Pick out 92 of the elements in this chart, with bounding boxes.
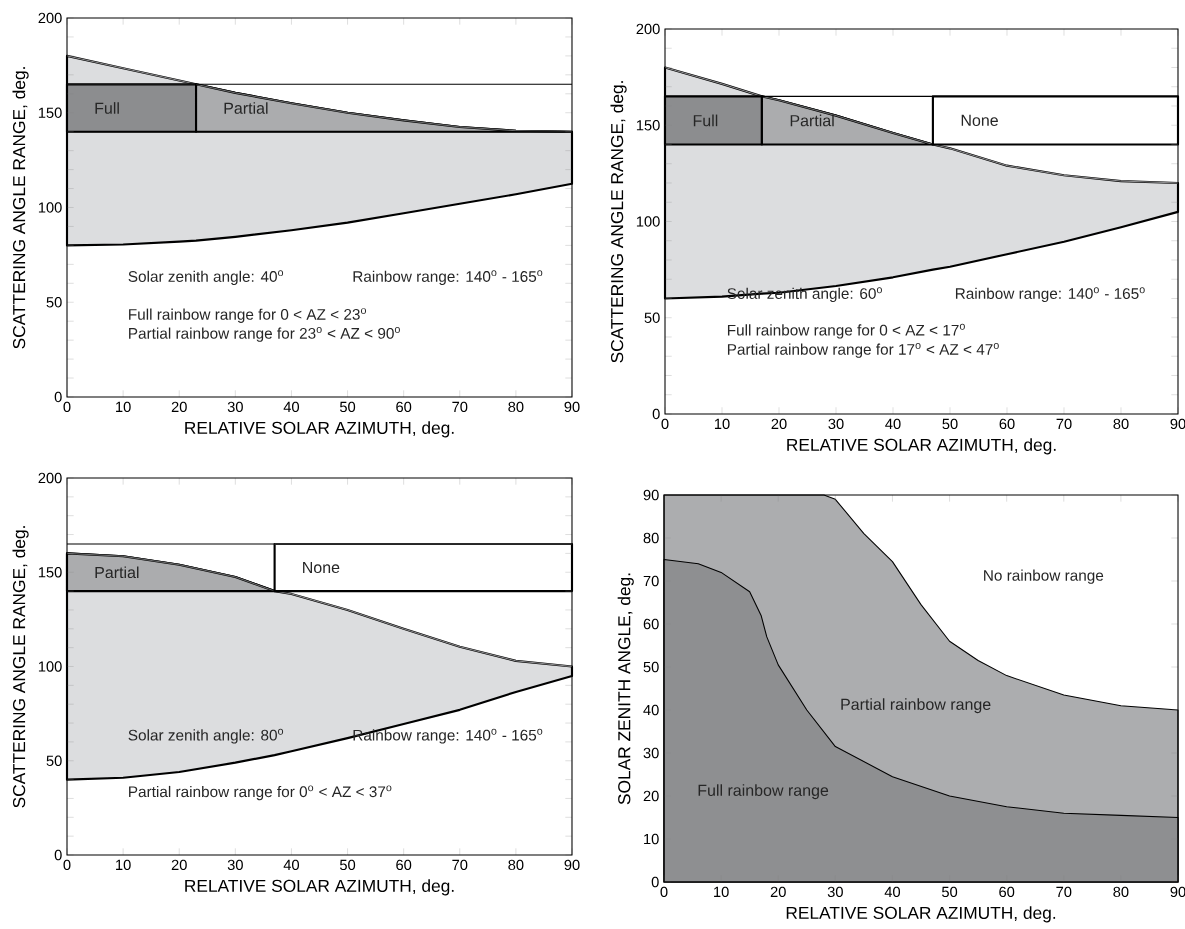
- x-tick-label: 40: [283, 401, 300, 413]
- x-tick-label: 70: [452, 859, 468, 871]
- x-tick-label: 60: [396, 401, 412, 413]
- y-axis-title: SCATTERING ANGLE RANGE, deg.: [610, 81, 627, 363]
- x-tick-label: 50: [941, 886, 958, 898]
- x-tick-label: 50: [339, 859, 356, 871]
- y-tick-label: 200: [38, 472, 62, 484]
- x-tick-label: 30: [227, 401, 243, 413]
- annotation: Full rainbow range for 0 < AZ < 17$^{o}$: [727, 323, 965, 339]
- x-tick-label: 70: [1056, 418, 1072, 430]
- x-tick-label: 40: [283, 859, 300, 871]
- x-tick-label: 10: [116, 859, 131, 871]
- y-tick-label: 150: [636, 120, 660, 131]
- series-label: Full rainbow range: [698, 784, 829, 800]
- annotation: Partial rainbow range for 17$^{o}$ < AZ < 47$^{o}$: [727, 343, 999, 358]
- x-tick-label: 0: [661, 418, 669, 430]
- series-label: Partial: [224, 102, 268, 114]
- y-axis-title: SCATTERING ANGLE RANGE, deg.: [12, 526, 29, 808]
- y-tick-label: 200: [38, 12, 62, 24]
- annotation: Rainbow range: 140$^{o}$ - 165$^{o}$: [955, 287, 1145, 303]
- x-tick-label: 10: [714, 886, 729, 898]
- annotation: Solar zenith angle: 40$^{o}$: [128, 270, 284, 285]
- y-axis-title: SOLAR ZENITH ANGLE, deg.: [617, 573, 634, 805]
- y-tick-label: 0: [54, 391, 62, 403]
- x-tick-label: 40: [884, 886, 901, 898]
- x-axis-title: RELATIVE SOLAR AZIMUTH, deg.: [185, 879, 454, 896]
- x-tick-label: 90: [564, 401, 580, 413]
- x-tick-label: 70: [452, 401, 468, 413]
- x-tick-label: 30: [828, 418, 844, 430]
- x-tick-label: 10: [714, 418, 730, 430]
- x-tick-label: 20: [770, 886, 786, 898]
- y-tick-label: 50: [46, 297, 62, 308]
- x-axis-title: RELATIVE SOLAR AZIMUTH, deg.: [786, 906, 1056, 923]
- x-tick-label: 80: [1113, 418, 1129, 430]
- y-tick-label: 150: [38, 567, 62, 578]
- annotation: No rainbow range: [984, 569, 1104, 584]
- annotation: Partial rainbow range for 23$^{o}$ < AZ < 90$^{o}$: [129, 327, 400, 342]
- x-tick-label: 30: [827, 886, 843, 898]
- x-tick-label: 10: [116, 401, 131, 413]
- annotation: Rainbow range: 140$^{o}$ - 165$^{o}$: [353, 270, 543, 285]
- y-tick-label: 80: [643, 532, 659, 544]
- y-tick-label: 100: [38, 661, 62, 672]
- y-tick-label: 40: [643, 704, 659, 716]
- y-tick-label: 30: [643, 747, 659, 759]
- y-tick-label: 100: [636, 216, 660, 227]
- annotation: Partial rainbow range for 0$^{o}$ < AZ < 37$^{o}$: [129, 785, 392, 801]
- y-tick-label: 200: [636, 23, 660, 35]
- series-label: Partial: [790, 114, 834, 127]
- x-tick-label: 20: [171, 859, 187, 871]
- x-tick-label: 90: [1170, 886, 1185, 898]
- series-label: None: [961, 114, 998, 126]
- y-tick-label: 60: [643, 618, 659, 630]
- x-tick-label: 70: [1056, 886, 1072, 898]
- y-tick-label: 150: [38, 107, 62, 118]
- x-tick-label: 0: [63, 401, 71, 413]
- series-label: None: [303, 561, 340, 574]
- x-tick-label: 50: [339, 401, 356, 413]
- y-tick-label: 50: [46, 755, 62, 766]
- x-tick-label: 50: [942, 418, 958, 430]
- annotation: Rainbow range: 140$^{o}$ - 165$^{o}$: [353, 728, 543, 744]
- y-tick-label: 70: [643, 575, 659, 587]
- x-axis-title: RELATIVE SOLAR AZIMUTH, deg.: [787, 438, 1056, 455]
- annotation: Full rainbow range for 0 < AZ < 23$^{o}$: [129, 308, 367, 323]
- x-tick-label: 90: [564, 859, 580, 871]
- x-tick-label: 80: [1113, 886, 1129, 898]
- series-label: Partial rainbow range: [841, 698, 991, 714]
- legend-label: Full: [95, 102, 119, 114]
- x-tick-label: 60: [396, 859, 412, 871]
- y-tick-label: 100: [38, 202, 62, 213]
- annotation: Solar zenith angle: 80$^{o}$: [128, 728, 284, 744]
- y-tick-label: 50: [644, 312, 660, 323]
- x-tick-label: 40: [885, 418, 901, 430]
- x-tick-label: 20: [771, 418, 787, 430]
- y-tick-label: 20: [643, 790, 659, 802]
- x-tick-label: 30: [227, 859, 243, 871]
- x-tick-label: 60: [999, 886, 1015, 898]
- series-label: Partial: [95, 566, 139, 579]
- legend-label: Full: [693, 114, 718, 127]
- x-tick-label: 0: [660, 886, 668, 898]
- y-tick-label: 0: [651, 876, 659, 888]
- y-tick-label: 10: [644, 833, 659, 845]
- y-tick-label: 50: [643, 661, 659, 673]
- x-tick-label: 80: [508, 401, 524, 413]
- x-tick-label: 90: [1170, 418, 1185, 430]
- x-tick-label: 80: [508, 859, 524, 871]
- y-axis-title: SCATTERING ANGLE RANGE, deg.: [12, 67, 29, 349]
- x-tick-label: 60: [999, 418, 1015, 430]
- x-axis-title: RELATIVE SOLAR AZIMUTH, deg.: [185, 421, 454, 438]
- x-tick-label: 20: [171, 401, 187, 413]
- y-tick-label: 0: [54, 849, 62, 861]
- y-tick-label: 90: [643, 489, 659, 501]
- x-tick-label: 0: [63, 859, 71, 871]
